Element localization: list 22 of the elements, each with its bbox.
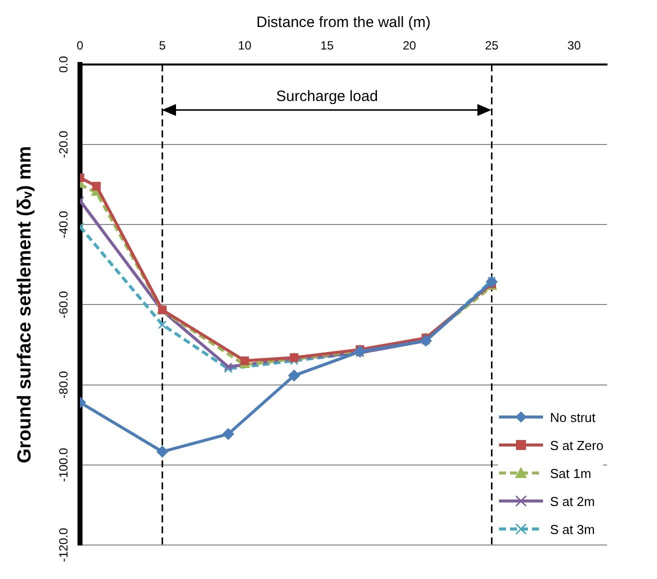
x-tick-label: 0 <box>76 38 84 53</box>
legend-label: No strut <box>550 410 596 424</box>
y-tick-label: -120.0 <box>56 528 70 562</box>
y-tick-label: -100.0 <box>56 448 70 482</box>
x-tick-label: 30 <box>567 38 582 53</box>
legend-label: S at Zero <box>550 438 604 452</box>
annotation: Surcharge load <box>276 88 378 106</box>
y-tick-label: 0.0 <box>56 56 70 73</box>
x-axis-title: Distance from the wall (m) <box>256 14 431 32</box>
x-tick-label: 20 <box>402 38 416 53</box>
y-tick-label: -60.0 <box>56 290 70 318</box>
legend-label: Sat 1m <box>550 466 592 480</box>
y-tick-label: -20.0 <box>56 130 70 158</box>
x-tick-label: 10 <box>238 38 252 53</box>
x-tick-label: 15 <box>320 38 334 53</box>
y-tick-label: -40.0 <box>56 210 70 238</box>
x-tick-label: 25 <box>485 38 499 53</box>
y-tick-label: -80.0 <box>56 370 70 398</box>
legend-label: S at 2m <box>550 494 595 508</box>
y-axis-title: Ground surface settlement (δᵥ) mm <box>14 146 36 464</box>
legend-label: S at 3m <box>550 522 595 536</box>
x-tick-label: 5 <box>159 38 166 53</box>
